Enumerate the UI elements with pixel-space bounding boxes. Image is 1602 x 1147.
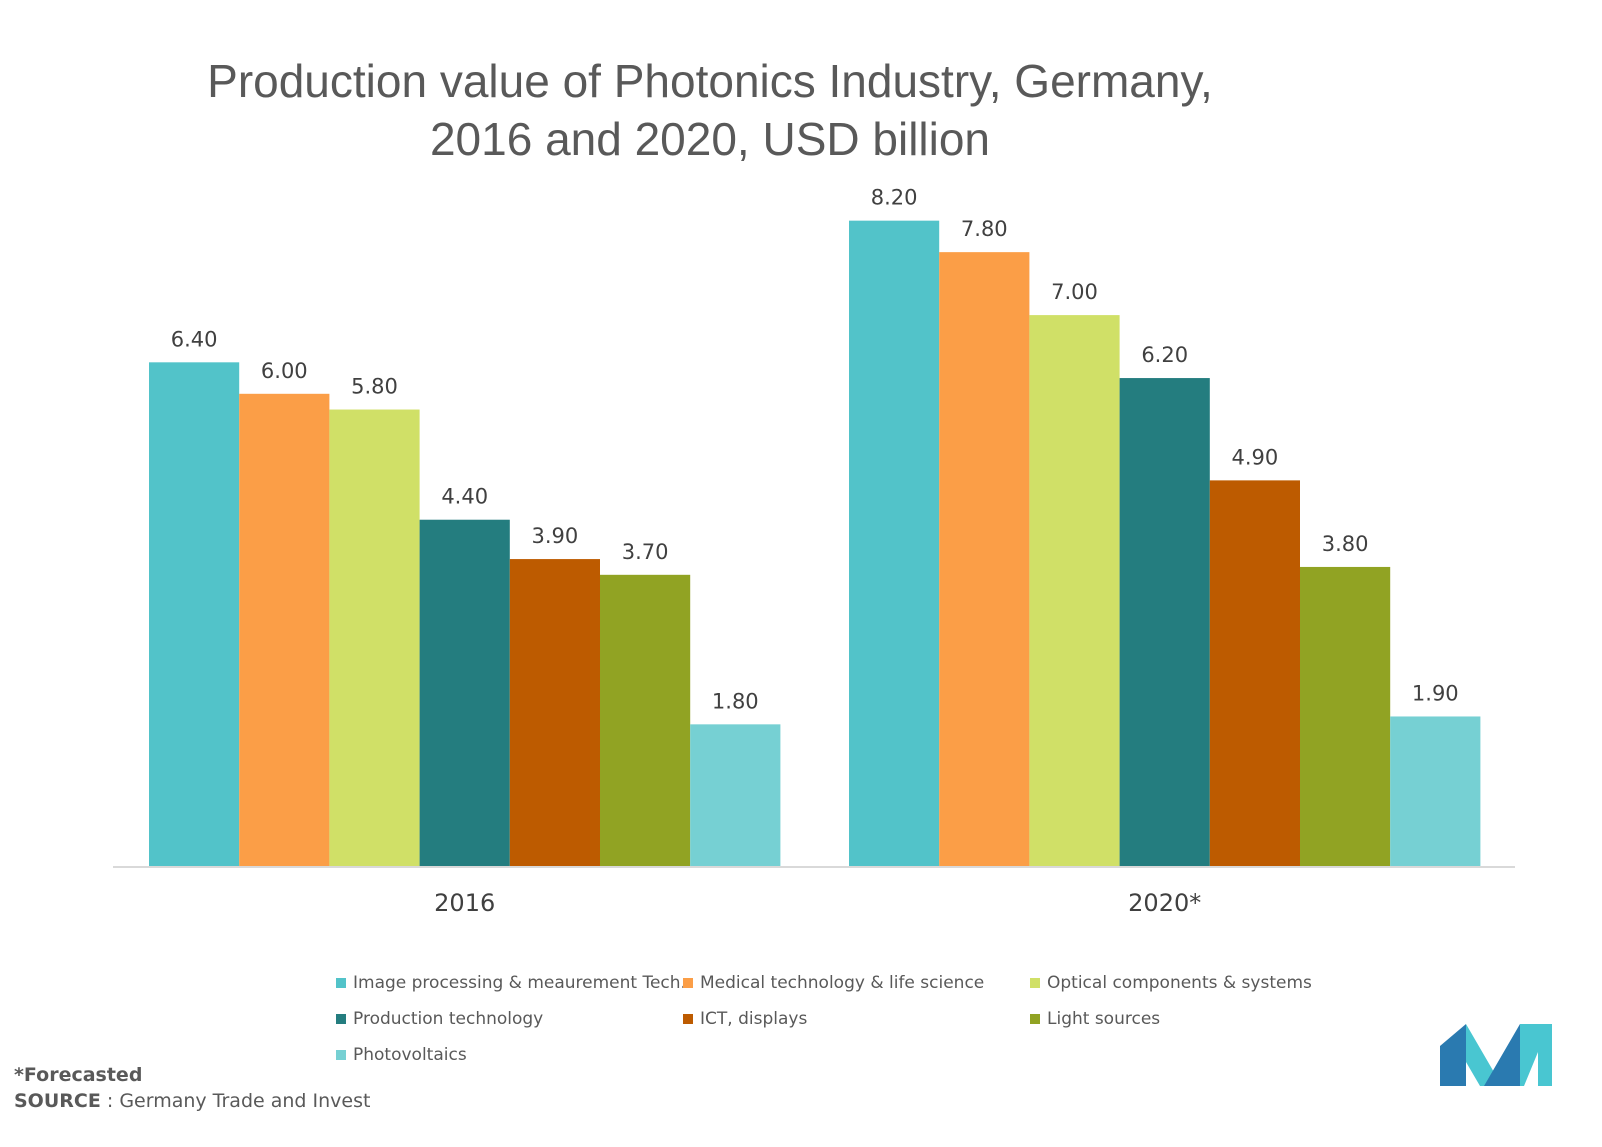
legend-swatch [336,1050,346,1060]
legend-item-production-technology: Production technology [336,1008,683,1030]
bars-group [149,220,1481,867]
data-label-medical-technology-life-science-2020: 7.80 [961,217,1008,241]
legend-item-image-processing-meaurement-tech: Image processing & meaurement Tech. [336,972,686,994]
data-label-medical-technology-life-science-2016: 6.00 [261,359,308,383]
data-label-production-technology-2020: 6.20 [1141,343,1188,367]
chart-title: Production value of Photonics Industry, … [207,55,1213,165]
bar-production-technology-2016 [419,519,510,866]
data-labels-group: 6.40 6.00 5.80 4.40 3.90 3.70 1.80 8.20 7.80 7.00… [171,186,1459,714]
legend-label: Production technology [353,1009,544,1029]
legend-item-light-sources: Light sources [1030,1008,1377,1030]
mordor-intelligence-logo-icon [1440,1024,1552,1086]
bar-chart: 6.40 6.00 5.80 4.40 3.90 3.70 1.80 8.20 7.80 7.00… [113,186,1515,917]
legend-swatch [683,1014,693,1024]
legend-swatch [336,978,346,988]
data-label-photovoltaics-2016: 1.80 [712,689,759,713]
legend-label: Medical technology & life science [700,973,985,993]
legend-label: Light sources [1047,1009,1161,1029]
legend-item-photovoltaics: Photovoltaics [336,1044,683,1066]
data-label-optical-components-systems-2020: 7.00 [1051,280,1098,304]
bar-ict-displays-2020 [1209,480,1300,866]
bar-image-processing-meaurement-tech-2016 [149,362,240,866]
bar-photovoltaics-2016 [690,724,781,866]
bar-medical-technology-life-science-2020 [939,252,1030,866]
legend-item-ict-displays: ICT, displays [683,1008,1030,1030]
data-label-light-sources-2020: 3.80 [1322,532,1369,556]
data-label-ict-displays-2020: 4.90 [1232,445,1279,469]
bar-optical-components-systems-2020 [1029,315,1120,867]
source-text: : Germany Trade and Invest [106,1090,371,1112]
data-label-ict-displays-2016: 3.90 [532,524,579,548]
bar-ict-displays-2016 [509,559,600,866]
legend-swatch [1030,1014,1040,1024]
legend-swatch [1030,978,1040,988]
legend-swatch [683,978,693,988]
bar-light-sources-2020 [1300,566,1391,866]
source-label: SOURCE [14,1090,101,1112]
bar-image-processing-meaurement-tech-2020 [849,220,940,866]
legend-swatch [336,1014,346,1024]
legend-label: Photovoltaics [353,1045,467,1065]
data-label-image-processing-meaurement-tech-2016: 6.40 [171,327,218,351]
legend-item-medical-technology-life-science: Medical technology & life science [683,972,1030,994]
category-label-2020: 2020* [1128,889,1201,917]
data-label-optical-components-systems-2016: 5.80 [351,375,398,399]
bar-medical-technology-life-science-2016 [239,393,330,866]
data-label-production-technology-2016: 4.40 [441,485,488,509]
bar-production-technology-2020 [1119,378,1210,866]
category-labels-group: 2016 2020* [434,889,1201,917]
data-label-light-sources-2016: 3.70 [622,540,669,564]
legend-label: Optical components & systems [1047,973,1312,993]
data-label-photovoltaics-2020: 1.90 [1412,681,1459,705]
forecast-note: *Forecasted [14,1064,143,1086]
legend: Image processing & meaurement Tech. Medic… [336,972,1376,1066]
legend-label: ICT, displays [700,1009,808,1029]
bar-photovoltaics-2020 [1390,716,1481,866]
legend-item-optical-components-systems: Optical components & systems [1030,972,1377,994]
category-label-2016: 2016 [434,889,495,917]
bar-light-sources-2016 [600,574,691,866]
legend-label: Image processing & meaurement Tech. [353,973,686,993]
bar-optical-components-systems-2016 [329,409,420,866]
data-label-image-processing-meaurement-tech-2020: 8.20 [871,186,918,210]
footnote: *Forecasted SOURCE : Germany Trade and I… [14,1062,370,1114]
